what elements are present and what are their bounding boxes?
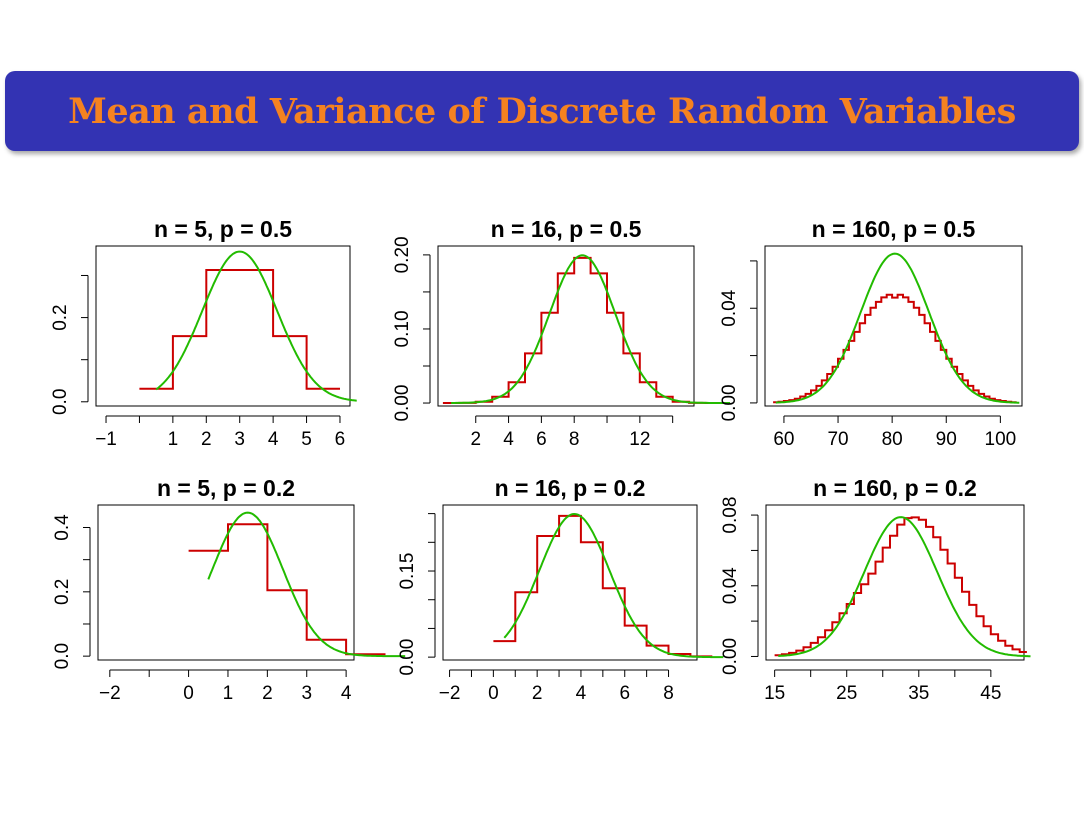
y-tick-label: 0.10 [392, 310, 413, 347]
x-tick-label: 1 [168, 429, 179, 450]
y-tick-label: 0.00 [397, 639, 418, 676]
normal-curve-line [155, 250, 357, 402]
x-tick-label: 100 [985, 429, 1017, 450]
y-tick-label: 0.04 [720, 567, 741, 604]
x-tick-label: 2 [201, 429, 212, 450]
plot-panel-1: n = 5, p = 0.5 −1 1 2 3 4 5 6 0.0 0.2 [50, 216, 357, 450]
plot-panel-6: n = 160, p = 0.2 15 25 35 45 0.00 0.04 0.08 [720, 475, 1031, 704]
y-tick-label: 0.15 [397, 553, 418, 590]
title-banner: Mean and Variance of Discrete Random Var… [5, 71, 1079, 151]
x-tick-label: 8 [663, 683, 674, 704]
x-tick-label: 5 [301, 429, 312, 450]
x-tick-label: 6 [619, 683, 630, 704]
x-tick-label: 2 [532, 683, 543, 704]
x-tick-label: 3 [234, 429, 245, 450]
x-tick-label: 45 [980, 683, 1001, 704]
y-tick-label: 0.2 [52, 579, 73, 605]
normal-curve-line [207, 511, 406, 658]
plot-title: n = 5, p = 0.2 [157, 475, 295, 501]
plot-frame [765, 504, 1025, 661]
x-tick-label: 70 [827, 429, 848, 450]
x-tick-label: 8 [569, 429, 580, 450]
binomial-step-line [188, 523, 386, 656]
x-tick-label: 2 [470, 429, 481, 450]
plot-panel-4: n = 5, p = 0.2 −2 0 1 2 3 4 0.0 0.2 0.4 [52, 475, 406, 704]
y-tick-label: 0.08 [720, 497, 741, 534]
y-tick-label: 0.0 [52, 643, 73, 669]
slide-title: Mean and Variance of Discrete Random Var… [68, 90, 1016, 132]
y-tick-label: 0.00 [719, 384, 740, 421]
x-tick-label: 3 [301, 683, 312, 704]
binomial-step-line [493, 514, 713, 658]
x-tick-label: 2 [262, 683, 273, 704]
y-tick-label: 0.0 [50, 389, 71, 415]
x-tick-label: 12 [629, 429, 650, 450]
plot-frame [442, 504, 698, 661]
normal-curve-line [775, 252, 1020, 404]
plot-title: n = 16, p = 0.2 [495, 475, 646, 501]
y-tick-label: 0.00 [392, 385, 413, 422]
binomial-step-line [442, 256, 722, 404]
y-tick-label: 0.2 [50, 304, 71, 330]
y-tick-label: 0.00 [720, 638, 741, 675]
x-tick-label: 4 [503, 429, 514, 450]
x-tick-label: 4 [268, 429, 279, 450]
normal-curve-line [503, 512, 724, 659]
plot-title: n = 160, p = 0.2 [813, 475, 977, 501]
x-tick-label: 0 [488, 683, 499, 704]
x-tick-label: 1 [223, 683, 234, 704]
plot-title: n = 16, p = 0.5 [491, 216, 642, 242]
binomial-step-line [773, 293, 1017, 404]
plot-title: n = 5, p = 0.5 [154, 216, 292, 242]
plot-frame [95, 245, 351, 407]
x-tick-label: 90 [936, 429, 957, 450]
x-tick-label: 60 [773, 429, 794, 450]
plot-title: n = 160, p = 0.5 [812, 216, 976, 242]
plot-frame [97, 504, 355, 661]
x-tick-label: 4 [576, 683, 587, 704]
x-tick-label: 25 [836, 683, 857, 704]
x-tick-label: −2 [99, 683, 121, 704]
binomial-step-line [139, 269, 340, 390]
y-tick-label: 0.20 [392, 236, 413, 273]
y-tick-label: 0.04 [719, 289, 740, 326]
x-tick-label: −1 [95, 429, 117, 450]
plot-frame [764, 245, 1023, 407]
x-tick-label: 35 [908, 683, 929, 704]
plot-frame [437, 245, 695, 407]
plot-panel-5: n = 16, p = 0.2 −2 0 2 4 6 8 0.00 0.15 [397, 475, 724, 704]
plot-panel-3: n = 160, p = 0.5 60 70 80 90 100 0.00 0.04 [719, 216, 1023, 450]
normal-curve-line [451, 254, 731, 404]
plot-panel-2: n = 16, p = 0.5 2 4 6 8 12 0.00 0.10 0.20 [392, 216, 731, 450]
x-tick-label: 0 [183, 683, 194, 704]
binomial-step-line [774, 516, 1027, 657]
x-tick-label: 6 [335, 429, 346, 450]
normal-curve-line [778, 516, 1031, 658]
x-tick-label: 6 [536, 429, 547, 450]
x-tick-label: 4 [341, 683, 352, 704]
y-tick-label: 0.4 [52, 514, 73, 541]
x-tick-label: 80 [882, 429, 903, 450]
x-tick-label: 15 [764, 683, 785, 704]
x-tick-label: −2 [439, 683, 461, 704]
